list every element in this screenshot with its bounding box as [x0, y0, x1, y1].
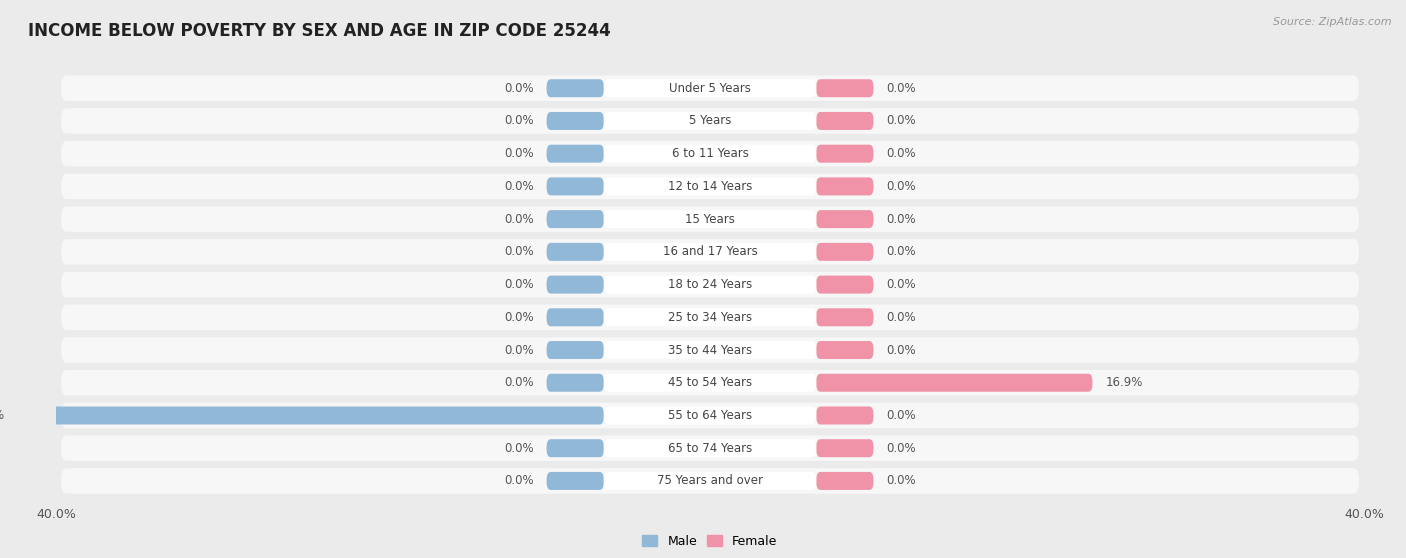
Text: 0.0%: 0.0% [887, 114, 917, 127]
Text: 25 to 34 Years: 25 to 34 Years [668, 311, 752, 324]
Text: 55 to 64 Years: 55 to 64 Years [668, 409, 752, 422]
FancyBboxPatch shape [817, 276, 873, 294]
FancyBboxPatch shape [603, 210, 817, 228]
FancyBboxPatch shape [817, 472, 873, 490]
Text: 65 to 74 Years: 65 to 74 Years [668, 442, 752, 455]
Text: 0.0%: 0.0% [887, 213, 917, 225]
FancyBboxPatch shape [817, 79, 873, 97]
FancyBboxPatch shape [603, 309, 817, 326]
Text: Source: ZipAtlas.com: Source: ZipAtlas.com [1274, 17, 1392, 27]
Text: 35.9%: 35.9% [0, 409, 4, 422]
Text: 0.0%: 0.0% [503, 474, 533, 488]
Text: 0.0%: 0.0% [503, 442, 533, 455]
FancyBboxPatch shape [547, 439, 603, 457]
FancyBboxPatch shape [60, 108, 1360, 134]
Text: 35 to 44 Years: 35 to 44 Years [668, 344, 752, 357]
FancyBboxPatch shape [547, 374, 603, 392]
FancyBboxPatch shape [60, 174, 1360, 199]
FancyBboxPatch shape [817, 243, 873, 261]
FancyBboxPatch shape [603, 439, 817, 457]
FancyBboxPatch shape [547, 243, 603, 261]
Text: 16 and 17 Years: 16 and 17 Years [662, 246, 758, 258]
FancyBboxPatch shape [547, 472, 603, 490]
Text: 12 to 14 Years: 12 to 14 Years [668, 180, 752, 193]
Text: Under 5 Years: Under 5 Years [669, 81, 751, 95]
Text: INCOME BELOW POVERTY BY SEX AND AGE IN ZIP CODE 25244: INCOME BELOW POVERTY BY SEX AND AGE IN Z… [28, 22, 610, 40]
FancyBboxPatch shape [817, 406, 873, 425]
FancyBboxPatch shape [60, 141, 1360, 166]
FancyBboxPatch shape [547, 177, 603, 195]
FancyBboxPatch shape [603, 243, 817, 261]
Text: 0.0%: 0.0% [887, 442, 917, 455]
FancyBboxPatch shape [603, 145, 817, 163]
FancyBboxPatch shape [60, 239, 1360, 264]
FancyBboxPatch shape [603, 341, 817, 359]
Legend: Male, Female: Male, Female [637, 530, 783, 552]
Text: 0.0%: 0.0% [503, 376, 533, 389]
FancyBboxPatch shape [60, 337, 1360, 363]
FancyBboxPatch shape [60, 305, 1360, 330]
Text: 0.0%: 0.0% [503, 246, 533, 258]
FancyBboxPatch shape [603, 472, 817, 490]
Text: 15 Years: 15 Years [685, 213, 735, 225]
Text: 0.0%: 0.0% [887, 81, 917, 95]
Text: 0.0%: 0.0% [503, 114, 533, 127]
Text: 6 to 11 Years: 6 to 11 Years [672, 147, 748, 160]
FancyBboxPatch shape [817, 374, 1092, 392]
FancyBboxPatch shape [603, 177, 817, 195]
FancyBboxPatch shape [817, 210, 873, 228]
Text: 0.0%: 0.0% [503, 213, 533, 225]
FancyBboxPatch shape [60, 403, 1360, 428]
Text: 0.0%: 0.0% [887, 409, 917, 422]
Text: 0.0%: 0.0% [887, 344, 917, 357]
FancyBboxPatch shape [547, 145, 603, 163]
Text: 0.0%: 0.0% [503, 278, 533, 291]
Text: 16.9%: 16.9% [1105, 376, 1143, 389]
FancyBboxPatch shape [547, 276, 603, 294]
FancyBboxPatch shape [603, 276, 817, 294]
Text: 45 to 54 Years: 45 to 54 Years [668, 376, 752, 389]
FancyBboxPatch shape [547, 79, 603, 97]
FancyBboxPatch shape [817, 309, 873, 326]
FancyBboxPatch shape [60, 370, 1360, 396]
Text: 0.0%: 0.0% [887, 474, 917, 488]
Text: 0.0%: 0.0% [887, 311, 917, 324]
FancyBboxPatch shape [17, 406, 603, 425]
FancyBboxPatch shape [60, 206, 1360, 232]
Text: 0.0%: 0.0% [503, 81, 533, 95]
FancyBboxPatch shape [547, 309, 603, 326]
FancyBboxPatch shape [547, 341, 603, 359]
FancyBboxPatch shape [547, 210, 603, 228]
FancyBboxPatch shape [603, 112, 817, 130]
FancyBboxPatch shape [817, 145, 873, 163]
FancyBboxPatch shape [817, 341, 873, 359]
FancyBboxPatch shape [60, 75, 1360, 101]
FancyBboxPatch shape [817, 439, 873, 457]
FancyBboxPatch shape [603, 406, 817, 425]
Text: 5 Years: 5 Years [689, 114, 731, 127]
Text: 0.0%: 0.0% [887, 180, 917, 193]
Text: 0.0%: 0.0% [503, 180, 533, 193]
Text: 18 to 24 Years: 18 to 24 Years [668, 278, 752, 291]
Text: 0.0%: 0.0% [887, 246, 917, 258]
FancyBboxPatch shape [547, 112, 603, 130]
FancyBboxPatch shape [603, 79, 817, 97]
Text: 0.0%: 0.0% [887, 278, 917, 291]
FancyBboxPatch shape [60, 468, 1360, 494]
Text: 0.0%: 0.0% [887, 147, 917, 160]
Text: 0.0%: 0.0% [503, 344, 533, 357]
Text: 0.0%: 0.0% [503, 311, 533, 324]
FancyBboxPatch shape [603, 374, 817, 392]
FancyBboxPatch shape [817, 177, 873, 195]
FancyBboxPatch shape [60, 435, 1360, 461]
FancyBboxPatch shape [60, 272, 1360, 297]
Text: 75 Years and over: 75 Years and over [657, 474, 763, 488]
Text: 0.0%: 0.0% [503, 147, 533, 160]
FancyBboxPatch shape [817, 112, 873, 130]
